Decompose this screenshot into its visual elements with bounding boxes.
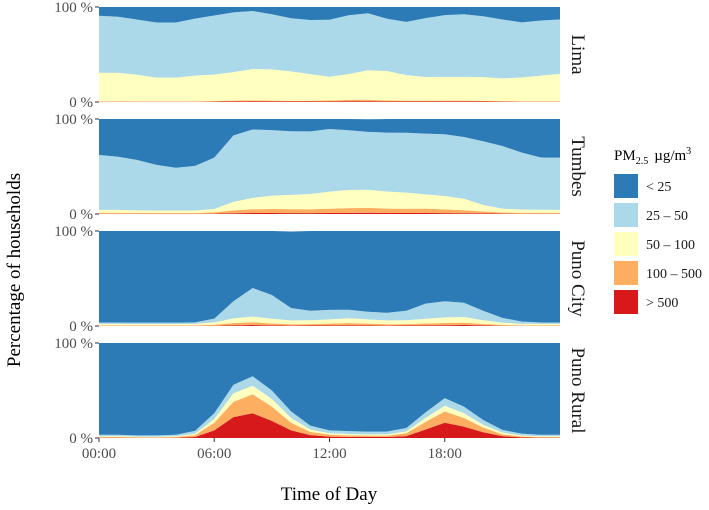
legend-title-unit: µg/m xyxy=(654,148,686,164)
area-series-500 xyxy=(99,212,560,214)
legend-key xyxy=(614,203,638,227)
panel-puno-rural: 0 % 100 % Puno Rural xyxy=(54,336,588,447)
x-tick-label: 18:00 xyxy=(428,446,462,462)
legend-label: 25 – 50 xyxy=(646,209,688,224)
area-series-25-50 xyxy=(99,288,560,325)
panel-tumbes: 0 % 100 % Tumbes xyxy=(54,112,588,223)
y-tick-label: 0 % xyxy=(69,95,93,111)
x-axis: 00:00 06:00 12:00 18:00 xyxy=(82,438,462,462)
area-series-100-500 xyxy=(99,99,560,102)
legend-key xyxy=(614,290,638,314)
area-series-25 xyxy=(99,231,560,323)
y-tick-label: 100 % xyxy=(54,112,93,128)
facet-strip-label: Puno City xyxy=(567,240,588,317)
area-series-100-500 xyxy=(99,394,560,438)
y-tick-label: 100 % xyxy=(54,0,93,16)
legend-key xyxy=(614,261,638,285)
legend-title-main: PM xyxy=(614,148,636,164)
legend-title-sup: 3 xyxy=(686,146,691,157)
area-series-25 xyxy=(99,7,560,23)
facet-strip xyxy=(566,119,588,214)
area-series-50-100 xyxy=(99,68,560,102)
area-series-25 xyxy=(99,343,560,436)
legend-label: 100 – 500 xyxy=(646,267,702,282)
area-series-50-100 xyxy=(99,189,560,213)
facet-strip-label: Tumbes xyxy=(567,136,588,197)
facet-strip-label: Lima xyxy=(567,34,588,75)
legend-title-sub: 2.5 xyxy=(636,156,649,167)
legend-label: 50 – 100 xyxy=(646,238,695,253)
area-series-25-50 xyxy=(99,128,560,211)
area-series-50-100 xyxy=(99,316,560,326)
legend-label: > 500 xyxy=(646,296,678,311)
legend-items: < 25 25 – 50 50 – 100 100 – 500 > 500 xyxy=(614,174,702,314)
facet-strip xyxy=(566,343,588,438)
legend-key xyxy=(614,232,638,256)
area-series-25 xyxy=(99,119,560,168)
area-series-100-500 xyxy=(99,207,560,214)
legend-key xyxy=(614,174,638,198)
y-tick-label: 100 % xyxy=(54,336,93,352)
x-axis-title: Time of Day xyxy=(281,484,378,505)
facet-strip xyxy=(566,231,588,326)
y-tick-label: 100 % xyxy=(54,224,93,240)
y-tick-label: 0 % xyxy=(69,207,93,223)
legend-label: < 25 xyxy=(646,180,671,195)
legend-title: PM2.5 µg/m3 xyxy=(614,146,691,167)
y-tick-label: 0 % xyxy=(69,319,93,335)
legend: PM2.5 µg/m3 < 25 25 – 50 50 – 100 100 – 500 >… xyxy=(614,146,702,314)
area-series-100-500 xyxy=(99,322,560,326)
panel-lima: 0 % 100 % Lima xyxy=(54,0,588,111)
x-tick-label: 12:00 xyxy=(312,446,346,462)
area-series-500 xyxy=(99,413,560,438)
facet-strip xyxy=(566,7,588,102)
y-tick-label: 0 % xyxy=(69,431,93,447)
y-axis-title: Percentage of households xyxy=(4,173,25,367)
x-tick-label: 06:00 xyxy=(197,446,231,462)
facet-strip-label: Puno Rural xyxy=(567,347,588,433)
area-series-25-50 xyxy=(99,10,560,79)
panel-puno-city: 0 % 100 % Puno City xyxy=(54,224,588,335)
x-tick-label: 00:00 xyxy=(82,446,116,462)
